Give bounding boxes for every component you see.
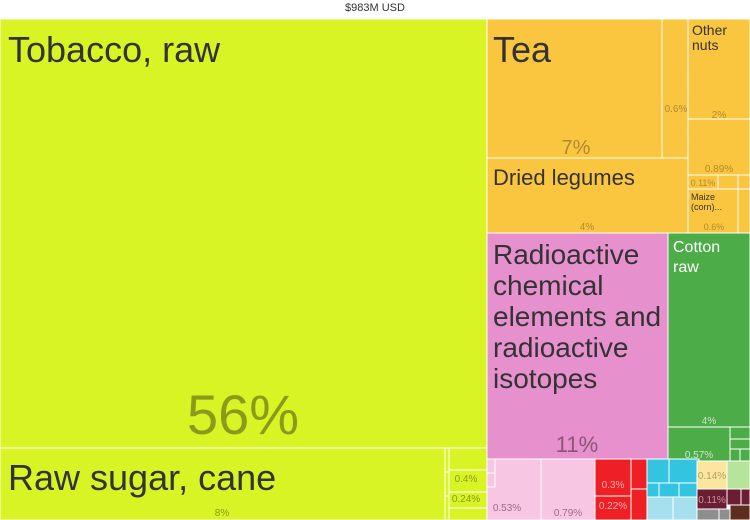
- label-raw-sugar-cane: Raw sugar, cane: [8, 457, 276, 498]
- share-maize: 0.6%: [704, 222, 725, 232]
- tile-cyan-1[interactable]: [646, 458, 670, 484]
- share-veg-011: 0.11%: [691, 178, 716, 188]
- tile-veg-089[interactable]: [687, 118, 750, 176]
- tile-textile-s3[interactable]: [729, 448, 741, 462]
- label-maize-line-2: (corn)...: [691, 202, 722, 212]
- share-other-nuts: 2%: [712, 110, 727, 121]
- label-cotton-raw-line-2: raw: [673, 259, 699, 276]
- tile-cyan-2[interactable]: [668, 458, 700, 484]
- tile-red-s2[interactable]: [630, 488, 648, 520]
- share-tobacco-raw: 56%: [187, 383, 299, 446]
- tile-tobacco-small-4[interactable]: [444, 495, 450, 520]
- tile-veg-s3[interactable]: [737, 188, 750, 234]
- tile-maroon-s1[interactable]: [726, 488, 742, 506]
- tile-veg-s1[interactable]: [717, 174, 739, 190]
- label-radioactive-line-2: chemical: [493, 270, 603, 301]
- share-red-022: 0.22%: [599, 501, 627, 512]
- label-other-nuts-line-2: nuts: [692, 37, 718, 53]
- tile-maroon-s2[interactable]: [740, 488, 750, 506]
- share-radioactive: 11%: [556, 432, 598, 457]
- tile-lightblue-2[interactable]: [672, 496, 698, 520]
- tile-cyan-3[interactable]: [646, 482, 660, 498]
- label-dried-legumes: Dried legumes: [493, 165, 635, 190]
- share-cotton-raw: 4%: [702, 416, 717, 427]
- label-radioactive-line-3: elements and: [493, 301, 661, 332]
- share-pink-053: 0.53%: [493, 503, 521, 514]
- share-maroon-011: 0.11%: [698, 495, 726, 506]
- share-lightyellow-014: 0.14%: [698, 471, 726, 482]
- label-radioactive-line-5: isotopes: [493, 363, 597, 394]
- tile-tobacco-raw[interactable]: [0, 18, 488, 449]
- share-tobacco-small-b: 0.24%: [452, 494, 480, 505]
- label-tobacco-raw: Tobacco, raw: [8, 29, 221, 70]
- tile-radioactive[interactable]: [486, 232, 669, 460]
- tile-veg-narrow[interactable]: [661, 18, 689, 159]
- tile-maize[interactable]: [687, 188, 739, 234]
- share-dried-legumes: 4%: [580, 222, 595, 233]
- tile-textile-s2[interactable]: [729, 438, 750, 450]
- share-pink-079: 0.79%: [554, 508, 582, 519]
- tile-lightgreen-1[interactable]: [726, 460, 750, 490]
- tile-lightblue-1[interactable]: [646, 496, 674, 520]
- share-red-03: 0.3%: [602, 480, 625, 491]
- tile-other-nuts[interactable]: [687, 18, 750, 120]
- tile-brown-1[interactable]: [729, 504, 750, 520]
- tile-cyan-5[interactable]: [678, 482, 700, 498]
- label-radioactive-line-4: radioactive: [493, 332, 628, 363]
- tile-tobacco-small-3[interactable]: [444, 471, 450, 497]
- tile-raw-sugar-cane[interactable]: [0, 447, 446, 520]
- label-cotton-raw-line-1: Cotton: [673, 239, 720, 256]
- tile-veg-s2[interactable]: [737, 174, 750, 190]
- tile-textile-s1[interactable]: [729, 426, 750, 440]
- share-veg-089: 0.89%: [705, 164, 733, 175]
- share-veg-narrow: 0.6%: [665, 104, 688, 115]
- share-tea: 7%: [562, 137, 591, 159]
- tile-textile-s4[interactable]: [739, 448, 750, 462]
- tile-red-s1[interactable]: [630, 458, 648, 490]
- label-other-nuts-line-1: Other: [692, 22, 727, 38]
- label-radioactive-line-1: Radioactive: [493, 239, 639, 270]
- share-textile-057: 0.57%: [685, 450, 713, 461]
- tile-tobacco-small-2[interactable]: [444, 447, 450, 473]
- tile-cotton-raw[interactable]: [667, 232, 750, 428]
- share-raw-sugar-cane: 8%: [215, 508, 230, 519]
- share-tobacco-small-a: 0.4%: [455, 474, 478, 485]
- tile-pink-s2[interactable]: [486, 472, 496, 488]
- tile-cyan-4[interactable]: [658, 482, 680, 498]
- label-maize-line-1: Maize: [691, 192, 715, 202]
- tile-pink-s1[interactable]: [486, 458, 496, 474]
- tile-dried-legumes[interactable]: [486, 157, 689, 234]
- chart-title: $983M USD: [345, 2, 405, 14]
- label-tea: Tea: [493, 29, 552, 70]
- tile-gray-2[interactable]: [718, 508, 731, 520]
